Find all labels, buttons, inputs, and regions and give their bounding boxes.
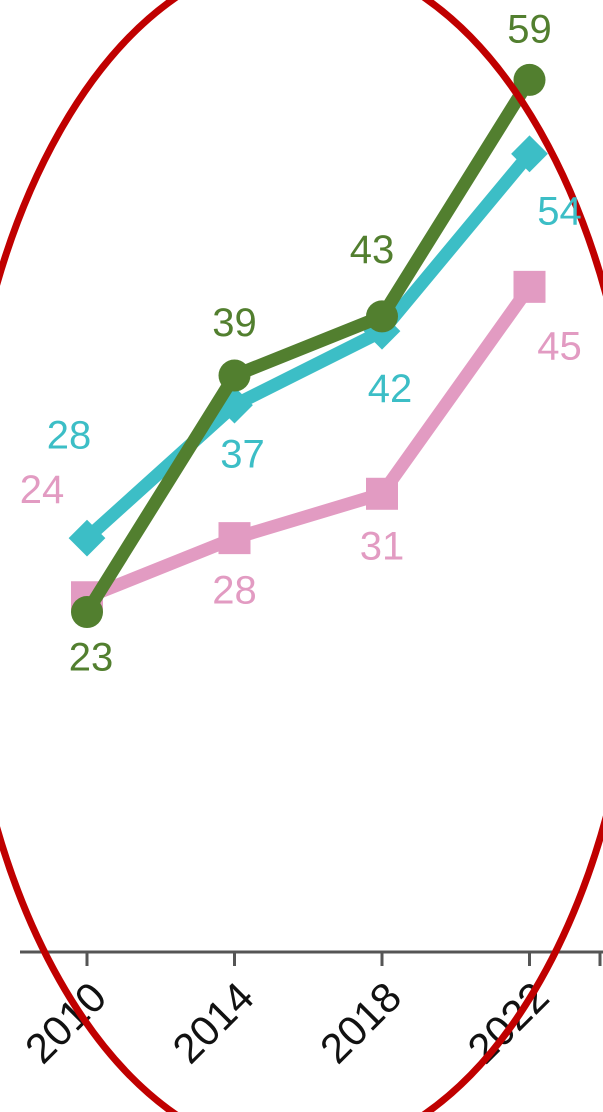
series-line	[81, 76, 536, 616]
marker	[71, 596, 103, 629]
marker	[68, 519, 106, 557]
data-label: 43	[350, 228, 395, 272]
plot-area: 2010 2014 2018 2022	[20, 63, 603, 1072]
x-tick-label: 2018	[311, 973, 410, 1072]
series-line	[84, 283, 535, 604]
data-label: 42	[368, 367, 413, 411]
x-tick-label: 2022	[458, 973, 557, 1072]
data-label: 31	[360, 524, 405, 568]
marker	[511, 135, 548, 173]
data-label: 24	[20, 468, 65, 512]
data-label: 28	[47, 414, 92, 458]
data-label: 59	[507, 7, 552, 51]
data-label: 28	[212, 569, 257, 613]
data-label: 37	[220, 433, 265, 477]
x-tick-label: 2014	[163, 973, 262, 1072]
data-label: 23	[69, 636, 114, 680]
marker	[366, 300, 398, 333]
data-label: 45	[537, 324, 582, 368]
marker	[366, 477, 398, 510]
data-label: 54	[537, 189, 582, 233]
marker	[513, 63, 546, 96]
data-label: 39	[212, 301, 257, 345]
marker	[513, 270, 546, 303]
marker	[218, 522, 251, 555]
series-line	[82, 149, 535, 543]
marker	[218, 359, 251, 392]
